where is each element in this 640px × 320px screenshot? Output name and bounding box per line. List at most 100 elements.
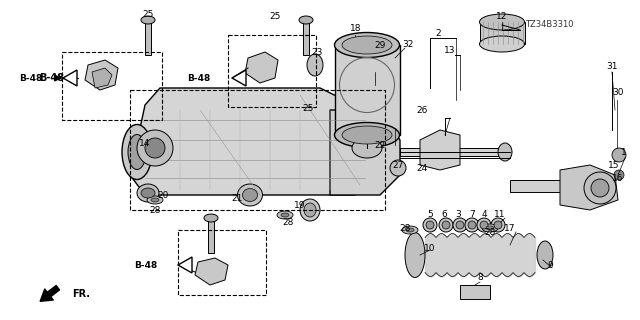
Ellipse shape [482,224,498,232]
Text: 4: 4 [481,210,487,219]
Ellipse shape [480,221,488,229]
Text: 9: 9 [547,260,553,269]
Text: B-48: B-48 [187,74,210,83]
Text: 27: 27 [392,161,404,170]
Text: 30: 30 [612,87,624,97]
Ellipse shape [277,211,293,219]
Ellipse shape [307,54,323,76]
FancyArrowPatch shape [40,285,60,301]
Ellipse shape [299,16,313,24]
Text: 32: 32 [403,39,413,49]
Ellipse shape [426,221,434,229]
Text: 15: 15 [608,161,620,170]
Bar [145,20,151,55]
Ellipse shape [128,134,146,170]
Text: 8: 8 [477,274,483,283]
Text: 1: 1 [621,148,627,156]
Ellipse shape [465,218,479,232]
Ellipse shape [537,241,553,269]
Ellipse shape [300,199,320,221]
Text: 28: 28 [149,205,161,214]
Text: 20: 20 [157,190,169,199]
Polygon shape [92,68,112,88]
Ellipse shape [468,221,476,229]
Bar [130,90,385,210]
Ellipse shape [204,214,218,222]
Ellipse shape [243,188,257,202]
Ellipse shape [498,143,512,161]
Text: 23: 23 [311,47,323,57]
Polygon shape [420,130,460,170]
Circle shape [614,170,624,180]
Ellipse shape [479,36,525,52]
Text: 16: 16 [612,173,624,182]
Text: 28: 28 [282,218,294,227]
Ellipse shape [406,228,414,232]
Text: 24: 24 [417,164,428,172]
Text: 7: 7 [469,210,475,219]
Circle shape [591,179,609,197]
Text: 29: 29 [374,41,386,50]
Text: 3: 3 [455,210,461,219]
Text: 11: 11 [494,210,506,219]
Bar [460,285,490,299]
Polygon shape [195,258,228,285]
Polygon shape [130,88,370,195]
Text: 25: 25 [269,12,281,20]
Ellipse shape [335,123,399,148]
Text: 25: 25 [142,10,154,19]
Bar [480,22,525,44]
Ellipse shape [453,218,467,232]
Ellipse shape [491,218,505,232]
Bar [335,45,400,135]
Text: 22: 22 [374,140,386,149]
Ellipse shape [486,226,494,230]
Ellipse shape [352,138,382,158]
Circle shape [584,172,616,204]
Text: 6: 6 [441,210,447,219]
Ellipse shape [342,126,392,144]
Ellipse shape [281,213,289,217]
Text: 17: 17 [504,223,516,233]
Text: 14: 14 [140,139,150,148]
Bar [228,35,316,107]
Ellipse shape [122,124,152,180]
Bar [208,218,214,253]
Polygon shape [63,70,77,86]
Text: 13: 13 [444,45,456,54]
Text: 25: 25 [302,103,314,113]
Text: 19: 19 [294,201,306,210]
Bar [178,230,266,295]
Ellipse shape [477,218,491,232]
Ellipse shape [137,184,159,202]
Ellipse shape [494,221,502,229]
Circle shape [612,148,626,162]
Text: B-48: B-48 [134,260,157,269]
Text: 31: 31 [606,61,618,70]
Polygon shape [245,52,278,83]
Ellipse shape [141,16,155,24]
Ellipse shape [456,221,464,229]
Ellipse shape [402,226,418,234]
Text: B-48: B-48 [40,73,65,83]
Ellipse shape [304,203,316,217]
Polygon shape [232,70,246,86]
Text: 26: 26 [416,106,428,115]
Polygon shape [178,257,192,273]
Text: FR.: FR. [72,289,90,299]
Text: 18: 18 [350,23,362,33]
Bar [400,148,505,156]
Text: 28: 28 [399,223,411,233]
Ellipse shape [335,33,399,58]
Polygon shape [560,165,618,210]
Bar [62,52,162,120]
Bar [510,180,590,192]
Ellipse shape [442,221,450,229]
Circle shape [137,130,173,166]
Ellipse shape [342,36,392,54]
Ellipse shape [405,233,425,277]
Ellipse shape [237,184,262,206]
Ellipse shape [147,196,163,204]
Polygon shape [330,110,400,195]
Circle shape [390,160,406,176]
